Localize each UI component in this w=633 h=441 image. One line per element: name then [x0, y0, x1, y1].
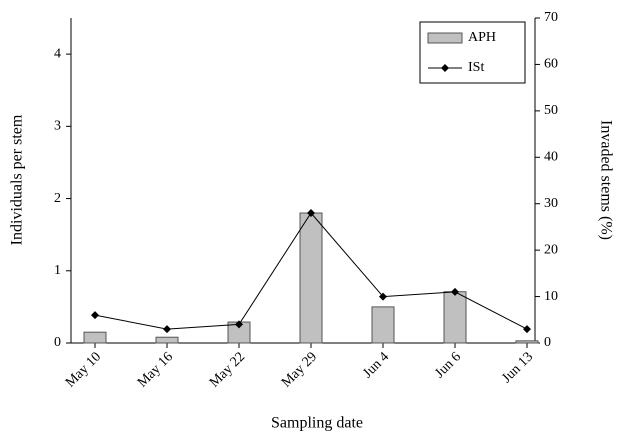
y2-tick-label: 20 [544, 242, 558, 257]
y-tick-label: 1 [54, 263, 61, 278]
bar [83, 331, 107, 344]
x-tick-label: Jun 6 [432, 349, 464, 381]
y2-tick-label: 0 [544, 335, 551, 350]
marker [523, 325, 531, 334]
marker [379, 292, 387, 301]
y2-tick-label: 30 [544, 196, 558, 211]
y-tick-label: 0 [54, 335, 61, 350]
legend-label: ISt [468, 60, 484, 75]
y-tick-label: 4 [54, 46, 61, 61]
x-tick-label: May 16 [135, 349, 176, 390]
marker [235, 320, 243, 329]
y2-tick-label: 70 [544, 10, 558, 25]
bar [299, 212, 323, 344]
x-tick-label: May 10 [63, 349, 104, 390]
marker [163, 325, 171, 334]
bar [371, 306, 395, 344]
x-tick-label: Jun 13 [499, 349, 536, 386]
legend-marker [441, 64, 449, 72]
bar [443, 291, 467, 344]
x-tick-label: Jun 4 [360, 349, 392, 381]
x-axis-label: Sampling date [271, 415, 363, 432]
x-tick-label: May 22 [207, 349, 248, 390]
marker [451, 287, 459, 296]
y2-axis-label: Invaded stems (%) [597, 120, 614, 240]
legend-box [419, 21, 526, 84]
bar [155, 336, 179, 344]
marker [91, 311, 99, 320]
legend-label: APH [468, 30, 496, 45]
y-axis-label: Individuals per stem [9, 114, 26, 245]
legend-swatch [427, 32, 463, 44]
y2-tick-label: 50 [544, 103, 558, 118]
y-tick-label: 2 [54, 191, 61, 206]
y2-tick-label: 40 [544, 150, 558, 165]
marker [307, 209, 315, 217]
x-tick-label: May 29 [279, 349, 320, 390]
y2-tick-label: 60 [544, 57, 558, 72]
bar [515, 340, 539, 344]
y-tick-label: 3 [54, 119, 61, 134]
y2-tick-label: 10 [544, 289, 558, 304]
